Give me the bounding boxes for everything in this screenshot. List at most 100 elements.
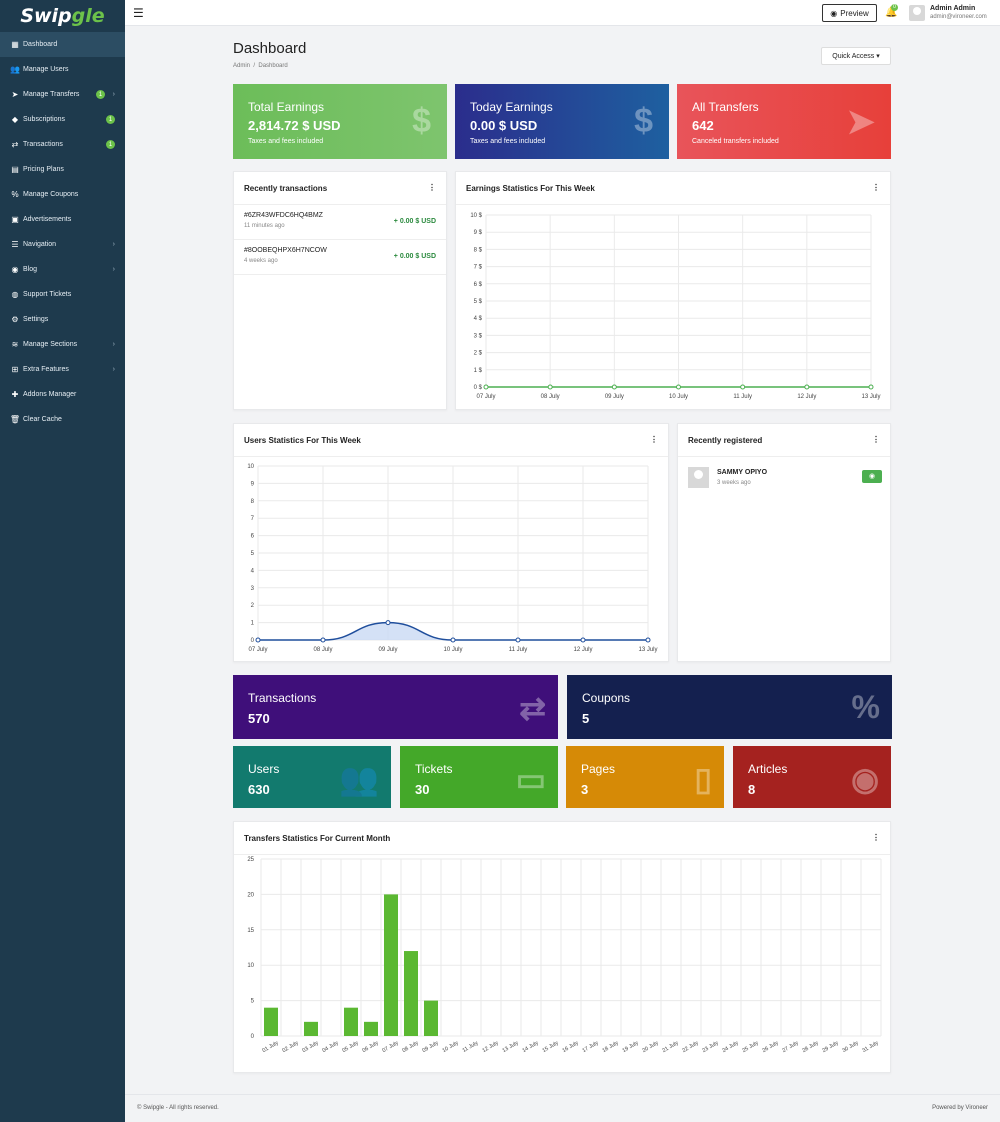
x-tick-label: 06 July <box>361 1040 379 1054</box>
y-tick-label: 7 $ <box>474 265 483 271</box>
sidebar-item-manage-coupons[interactable]: % Manage Coupons <box>0 182 125 207</box>
sidebar-item-clear-cache[interactable]: 🗑 Clear Cache <box>0 407 125 432</box>
bar[interactable] <box>304 1021 318 1036</box>
sidebar-item-label: Settings <box>23 316 49 323</box>
x-tick-label: 23 July <box>701 1040 719 1054</box>
sidebar-item-dashboard[interactable]: ▦ Dashboard <box>0 32 125 57</box>
powered-by[interactable]: Powered by Vironeer <box>932 1105 988 1111</box>
more-icon[interactable]: ⋮ <box>428 183 436 192</box>
x-tick-label: 02 July <box>281 1040 299 1054</box>
more-icon[interactable]: ⋮ <box>650 435 658 444</box>
breadcrumb-admin[interactable]: Admin <box>233 63 251 69</box>
preview-button[interactable]: ◉ Preview <box>822 4 877 22</box>
quick-access-button[interactable]: Quick Access ▾ <box>821 47 891 65</box>
breadcrumb: Admin / Dashboard <box>233 63 288 69</box>
y-tick-label: 0 $ <box>474 385 483 391</box>
view-user-button[interactable]: ◉ <box>862 470 882 483</box>
stat-title: Total Earnings <box>248 100 325 114</box>
counter-card-users[interactable]: Users 630 👥 <box>233 746 391 808</box>
x-tick-label: 09 July <box>378 647 397 653</box>
data-point[interactable] <box>645 637 651 643</box>
counter-card-articles[interactable]: Articles 8 ◉ <box>733 746 891 808</box>
data-point[interactable] <box>385 620 391 626</box>
sidebar-item-addons-manager[interactable]: ✚ Addons Manager <box>0 382 125 407</box>
sidebar-item-blog[interactable]: ◉ Blog › <box>0 257 125 282</box>
x-tick-label: 14 July <box>521 1040 539 1054</box>
counter-card-transactions[interactable]: Transactions 570 ⇄ <box>233 675 558 739</box>
sidebar-item-settings[interactable]: ⚙ Settings <box>0 307 125 332</box>
data-point[interactable] <box>804 384 810 390</box>
x-tick-label: 13 July <box>638 647 657 653</box>
data-point[interactable] <box>515 637 521 643</box>
sidebar-item-extra-features[interactable]: ⊞ Extra Features › <box>0 357 125 382</box>
data-point[interactable] <box>320 637 326 643</box>
users-chart: 0 1 2 3 4 5 6 7 8 9 10 07 July 08 July 09 July 10 July… <box>247 464 657 653</box>
count-badge: 1 <box>96 90 105 99</box>
sidebar-item-manage-users[interactable]: 👥 Manage Users <box>0 57 125 82</box>
more-icon[interactable]: ⋮ <box>872 435 880 444</box>
sidebar-item-advertisements[interactable]: ▣ Advertisements <box>0 207 125 232</box>
transaction-id[interactable]: #8OOBEQHPX6H7NCOW <box>244 247 327 254</box>
sidebar-item-transactions[interactable]: ⇄ Transactions 1 <box>0 132 125 157</box>
user-name[interactable]: Admin Admin <box>930 5 976 12</box>
user-name[interactable]: SAMMY OPIYO <box>717 469 768 476</box>
sidebar-item-subscriptions[interactable]: ◆ Subscriptions 1 <box>0 107 125 132</box>
x-tick-label: 24 July <box>721 1040 739 1054</box>
paper-plane-icon: ➤ <box>846 103 876 141</box>
chevron-right-icon: › <box>112 266 115 273</box>
series-area <box>258 622 648 640</box>
footer: © Swipgle - All rights reserved. Powered… <box>125 1094 1000 1122</box>
x-tick-label: 08 July <box>401 1040 419 1054</box>
x-tick-label: 16 July <box>561 1040 579 1054</box>
bar[interactable] <box>384 894 398 1036</box>
data-point[interactable] <box>868 384 874 390</box>
data-point[interactable] <box>740 384 746 390</box>
sidebar-item-manage-sections[interactable]: ≋ Manage Sections › <box>0 332 125 357</box>
data-point[interactable] <box>547 384 553 390</box>
counter-card-tickets[interactable]: Tickets 30 ▭ <box>400 746 558 808</box>
stat-subtitle: Canceled transfers included <box>692 138 779 145</box>
counter-card-coupons[interactable]: Coupons 5% <box>567 675 892 739</box>
counter-value: 8 <box>748 782 756 797</box>
data-point[interactable] <box>676 384 681 390</box>
x-tick-label: 21 July <box>661 1040 679 1054</box>
bar[interactable] <box>344 1007 358 1036</box>
brand-logo[interactable]: Swip gle <box>20 5 105 27</box>
bar[interactable] <box>424 1000 438 1036</box>
more-icon[interactable]: ⋮ <box>872 833 880 842</box>
data-point[interactable] <box>611 384 617 390</box>
data-point[interactable] <box>450 637 456 643</box>
transaction-id[interactable]: #6ZR43WFDC6HQ4BMZ <box>244 212 323 219</box>
bar[interactable] <box>404 951 418 1036</box>
data-point[interactable] <box>580 637 586 643</box>
sidebar-item-label: Transactions <box>23 141 63 148</box>
sidebar-item-manage-transfers[interactable]: ➤ Manage Transfers 1 › <box>0 82 125 107</box>
transaction-time: 4 weeks ago <box>244 258 278 264</box>
count-badge: 1 <box>106 140 115 149</box>
sidebar-nav: ▦ Dashboard 👥 Manage Users ➤ Manage Transfers… <box>0 32 125 432</box>
sidebar-item-label: Manage Sections <box>23 341 78 348</box>
data-point[interactable] <box>255 637 261 643</box>
sidebar-item-pricing-plans[interactable]: ▤ Pricing Plans <box>0 157 125 182</box>
more-icon[interactable]: ⋮ <box>872 183 880 192</box>
sidebar-item-label: Support Tickets <box>23 291 72 298</box>
user-email: admin@vironeer.com <box>930 14 987 20</box>
ad-icon: ▣ <box>11 215 19 224</box>
avatar[interactable] <box>909 5 925 21</box>
sidebar-item-support-tickets[interactable]: ◍ Support Tickets <box>0 282 125 307</box>
x-tick-label: 07 July <box>476 394 495 400</box>
counter-card-pages[interactable]: Pages 3 ▯ <box>566 746 724 808</box>
y-tick-label: 4 <box>251 568 255 574</box>
hamburger-icon[interactable]: ☰ <box>133 6 144 20</box>
bar[interactable] <box>364 1021 378 1036</box>
y-tick-label: 20 <box>247 892 254 898</box>
paper-plane-icon: ➤ <box>11 90 19 99</box>
data-point[interactable] <box>483 384 489 390</box>
x-tick-label: 11 July <box>509 647 528 653</box>
x-tick-label: 04 July <box>321 1040 339 1054</box>
sidebar-item-label: Dashboard <box>23 41 58 48</box>
x-tick-label: 12 July <box>573 647 592 653</box>
bar[interactable] <box>264 1007 278 1036</box>
sidebar-item-navigation[interactable]: ☰ Navigation › <box>0 232 125 257</box>
bell-icon[interactable]: 🔔 0 <box>885 4 898 18</box>
